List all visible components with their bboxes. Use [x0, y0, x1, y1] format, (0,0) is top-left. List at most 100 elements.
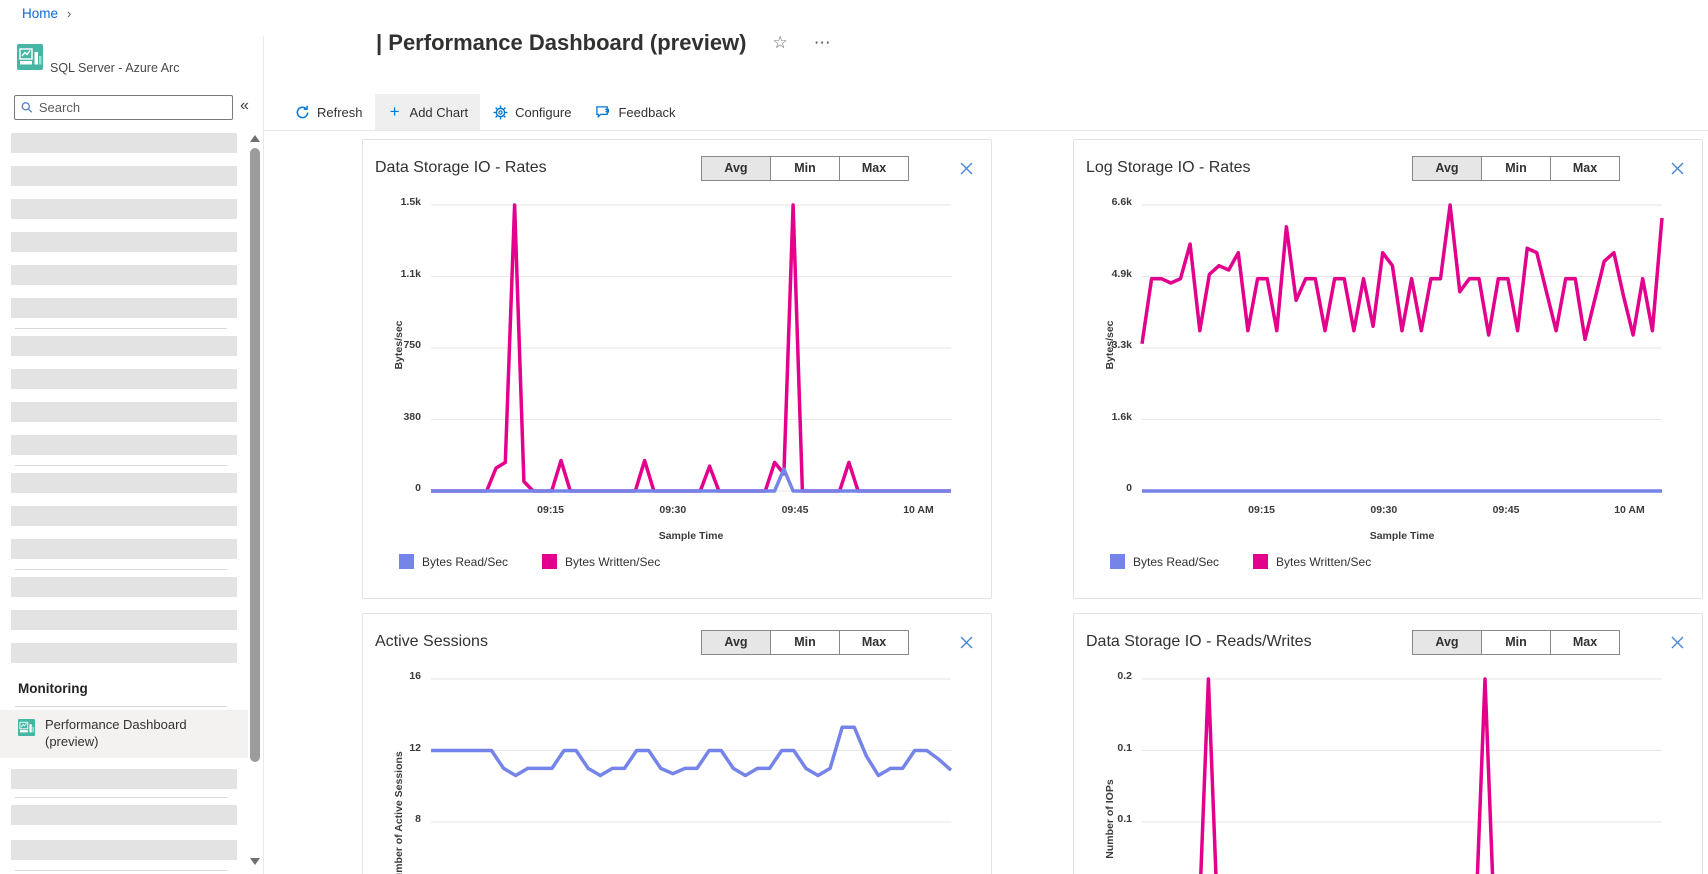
- add-chart-button[interactable]: + Add Chart: [374, 94, 481, 130]
- skeleton-bar: [11, 166, 237, 186]
- close-chart-icon[interactable]: [1668, 159, 1686, 177]
- skeleton-bar: [11, 539, 237, 559]
- close-chart-icon[interactable]: [1668, 633, 1686, 651]
- agg-max-button[interactable]: Max: [1550, 629, 1620, 655]
- sidebar-item-label: Performance Dashboard (preview): [45, 717, 187, 749]
- agg-avg-button[interactable]: Avg: [1412, 629, 1482, 655]
- breadcrumb: Home ›: [22, 6, 71, 21]
- x-axis-label: Sample Time: [658, 530, 724, 542]
- scrollbar-thumb[interactable]: [250, 148, 260, 762]
- scrollbar-up-arrow[interactable]: [250, 135, 260, 142]
- agg-min-button[interactable]: Min: [770, 629, 840, 655]
- collapse-sidebar-icon[interactable]: «: [240, 97, 249, 114]
- skeleton-bar: [11, 298, 237, 318]
- x-axis-label: Sample Time: [1369, 530, 1435, 542]
- chart-card-header: Log Storage IO - Rates Avg Min Max: [1086, 154, 1686, 182]
- skeleton-bar: [11, 805, 237, 825]
- search-input[interactable]: [38, 100, 226, 115]
- sidebar-search: [14, 95, 233, 120]
- skeleton-bar: [11, 369, 237, 389]
- y-tick-label: 380: [403, 410, 421, 423]
- skeleton-bar: [11, 610, 237, 630]
- y-tick-label: 0.1: [1117, 813, 1132, 825]
- x-tick-label: 09:15: [537, 504, 565, 516]
- command-bar: Refresh + Add Chart: [264, 94, 1708, 131]
- y-tick-label: 750: [403, 339, 421, 351]
- skeleton-divider: [15, 870, 227, 871]
- chart-area: Number of IOPs 0.2 0.1 0.1: [1074, 614, 1702, 874]
- skeleton-divider: [15, 465, 227, 466]
- skeleton-bar: [11, 265, 237, 285]
- chart-title: Log Storage IO - Rates: [1086, 159, 1251, 176]
- agg-min-button[interactable]: Min: [770, 155, 840, 181]
- feedback-label: Feedback: [618, 104, 676, 120]
- agg-max-button[interactable]: Max: [1550, 155, 1620, 181]
- aggregation-toggle: Avg Min Max: [1412, 155, 1620, 181]
- chart-area: Bytes/sec 6.6k 4.9k 3.3k 1.6k 0 09:15 09:30 09:4…: [1074, 140, 1702, 598]
- main-content: | Performance Dashboard (preview) ☆ ⋯ Re…: [264, 0, 1708, 874]
- agg-avg-button[interactable]: Avg: [1412, 155, 1482, 181]
- legend-swatch: [1253, 554, 1269, 569]
- skeleton-bar: [11, 643, 237, 663]
- close-chart-icon[interactable]: [957, 159, 975, 177]
- chart-area: Bytes/sec 1.5k 1.1k 750 380 0 09:15 09:30 09:45 1…: [363, 140, 991, 598]
- legend-label: Bytes Read/Sec: [1133, 554, 1220, 569]
- chart-title: Data Storage IO - Reads/Writes: [1086, 633, 1312, 650]
- y-tick-label: 0.2: [1117, 670, 1132, 682]
- sidebar-item-performance-dashboard[interactable]: Performance Dashboard (preview): [0, 710, 248, 758]
- aggregation-toggle: Avg Min Max: [701, 155, 909, 181]
- refresh-icon: [294, 104, 310, 120]
- legend-item[interactable]: Bytes Written/Sec: [542, 554, 660, 569]
- y-tick-label: 8: [415, 813, 421, 825]
- y-axis-label: Number of Active Sessions: [393, 751, 405, 874]
- chart-title: Data Storage IO - Rates: [375, 159, 547, 176]
- agg-min-button[interactable]: Min: [1481, 155, 1551, 181]
- skeleton-bar: [11, 133, 237, 153]
- agg-avg-button[interactable]: Avg: [701, 155, 771, 181]
- chart-legend: Bytes Read/Sec Bytes Written/Sec: [399, 554, 660, 569]
- chart-area: Number of Active Sessions 16 12 8: [363, 614, 991, 874]
- skeleton-divider: [15, 706, 227, 707]
- legend-swatch: [399, 554, 414, 569]
- refresh-label: Refresh: [317, 104, 363, 120]
- configure-button[interactable]: Configure: [480, 94, 583, 130]
- legend-item[interactable]: Bytes Read/Sec: [1110, 554, 1219, 569]
- y-axis-label: Number of IOPs: [1104, 779, 1116, 859]
- more-options-icon[interactable]: ⋯: [813, 33, 832, 52]
- skeleton-divider: [15, 797, 227, 798]
- gear-icon: [492, 104, 508, 120]
- chart-plot: [1140, 203, 1664, 493]
- skeleton-bar: [11, 577, 237, 597]
- performance-dashboard-icon: [18, 719, 35, 736]
- agg-max-button[interactable]: Max: [839, 629, 909, 655]
- resource-icon: [17, 44, 43, 75]
- x-tick-label: 09:15: [1248, 504, 1276, 516]
- chart-card-header: Data Storage IO - Rates Avg Min Max: [375, 154, 975, 182]
- skeleton-bar: [11, 336, 237, 356]
- y-tick-label: 4.9k: [1111, 267, 1132, 280]
- x-tick-label: 10 AM: [1614, 504, 1645, 516]
- legend-item[interactable]: Bytes Written/Sec: [1253, 554, 1371, 569]
- close-chart-icon[interactable]: [957, 633, 975, 651]
- feedback-icon: [595, 104, 611, 120]
- skeleton-bar: [11, 199, 237, 219]
- legend-item[interactable]: Bytes Read/Sec: [399, 554, 508, 569]
- refresh-button[interactable]: Refresh: [282, 94, 375, 130]
- y-tick-label: 0.1: [1117, 741, 1132, 754]
- favorite-star-icon[interactable]: ☆: [772, 33, 788, 52]
- y-tick-label: 0: [1126, 482, 1132, 494]
- chart-card-1: Data Storage IO - Rates Avg Min Max Bytes/se…: [362, 139, 992, 599]
- add-chart-label: Add Chart: [409, 104, 469, 120]
- y-tick-label: 16: [409, 670, 421, 682]
- chart-title: Active Sessions: [375, 633, 488, 650]
- chart-plot: [431, 678, 953, 823]
- x-tick-label: 09:30: [659, 504, 687, 516]
- skeleton-divider: [15, 328, 227, 329]
- chart-card-3: Active Sessions Avg Min Max Number of Active…: [362, 613, 992, 874]
- feedback-button[interactable]: Feedback: [583, 94, 687, 130]
- scrollbar-down-arrow[interactable]: [250, 858, 260, 865]
- agg-max-button[interactable]: Max: [839, 155, 909, 181]
- breadcrumb-home-link[interactable]: Home: [22, 6, 59, 21]
- skeleton-bar: [11, 769, 237, 789]
